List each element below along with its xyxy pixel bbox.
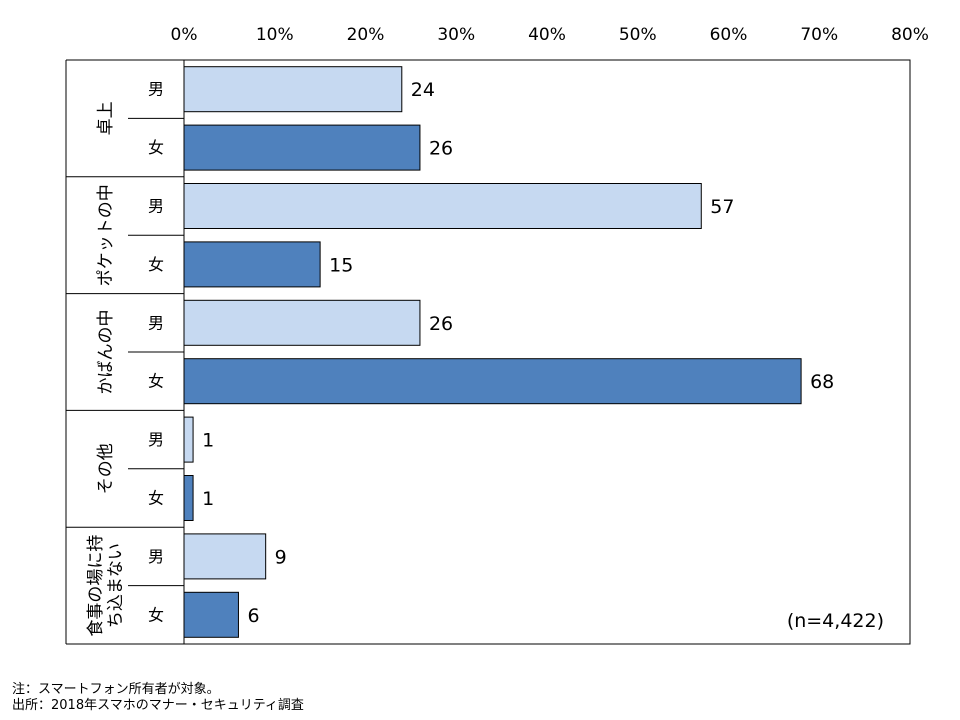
sub-label: 女	[148, 372, 164, 391]
x-tick-label: 0%	[171, 25, 198, 45]
value-label: 26	[429, 138, 453, 160]
value-label: 57	[710, 196, 734, 218]
value-label: 9	[275, 546, 287, 568]
sub-label: 男	[148, 430, 164, 449]
value-label: 1	[202, 430, 214, 452]
text-layer: 0% 10% 20% 30% 40% 50% 60% 70% 80% 卓上ポケットの中かばんの中そ…	[86, 25, 929, 637]
sub-label: 女	[148, 255, 164, 274]
value-label: 24	[411, 79, 435, 101]
x-tick-label: 20%	[347, 25, 385, 45]
category-label: 卓上	[96, 101, 116, 135]
bar-male	[183, 533, 267, 580]
x-tick-label: 30%	[437, 25, 475, 45]
value-label: 26	[429, 313, 453, 335]
value-label: 6	[247, 605, 259, 627]
bar-female	[183, 358, 802, 405]
sub-label: 男	[148, 197, 164, 216]
value-label: 68	[810, 371, 834, 393]
sub-label: 女	[148, 605, 164, 624]
category-label: 食事の場に持	[86, 535, 106, 637]
category-label: その他	[96, 443, 116, 494]
chart-note: 注：スマートフォン所有者が対象。	[12, 682, 220, 697]
category-label: ち込まない	[106, 543, 126, 628]
category-label: ポケットの中	[96, 184, 116, 286]
bar-male	[183, 183, 702, 229]
category-label: かばんの中	[96, 310, 116, 395]
x-tick-label: 40%	[528, 25, 566, 45]
value-label: 15	[329, 254, 353, 276]
x-tick-label: 50%	[619, 25, 657, 45]
x-tick-label: 10%	[256, 25, 294, 45]
chart-source: 出所：2018年スマホのマナー・セキュリティ調査	[12, 698, 304, 713]
sample-size-annotation: (n=4,422)	[787, 610, 884, 632]
frame-layer	[65, 59, 911, 645]
value-label: 1	[202, 488, 214, 510]
x-tick-label: 60%	[710, 25, 748, 45]
sub-label: 男	[148, 313, 164, 332]
bar-male	[183, 299, 421, 346]
x-tick-label: 80%	[891, 25, 929, 45]
sub-label: 女	[148, 138, 164, 157]
bar-male	[183, 66, 403, 113]
x-tick-label: 70%	[800, 25, 838, 45]
sub-label: 男	[148, 80, 164, 99]
sub-label: 男	[148, 547, 164, 566]
bars-layer	[183, 66, 802, 638]
bar-female	[183, 475, 194, 521]
bar-male	[183, 416, 194, 463]
sub-label: 女	[148, 489, 164, 508]
bar-female	[183, 241, 321, 288]
bar-chart: 0% 10% 20% 30% 40% 50% 60% 70% 80% 卓上ポケットの中かばんの中そ…	[65, 25, 929, 645]
bar-female	[183, 124, 421, 171]
bar-female	[183, 591, 239, 638]
